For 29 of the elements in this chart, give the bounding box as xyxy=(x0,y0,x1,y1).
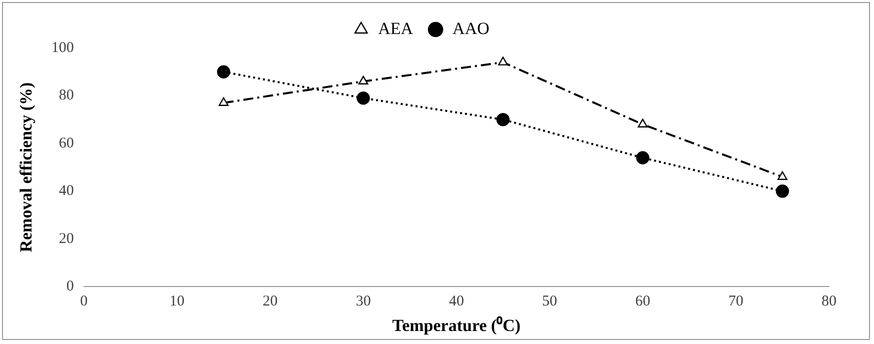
point xyxy=(776,184,790,198)
point xyxy=(217,65,230,78)
x-tick-label: 70 xyxy=(728,294,744,310)
point xyxy=(356,92,370,105)
y-tick-label: 80 xyxy=(58,88,74,104)
y-tick-label: 20 xyxy=(58,230,74,247)
legend-label: AEA xyxy=(378,18,414,38)
x-tick-label: 10 xyxy=(170,294,185,310)
point xyxy=(498,56,508,66)
point xyxy=(636,151,650,164)
x-tick-label: 30 xyxy=(356,294,371,310)
y-tick-label: 0 xyxy=(66,278,74,295)
legend-label: AAO xyxy=(452,18,490,38)
y-axis-title: Removal efficiency (%) xyxy=(16,82,36,252)
x-tick-label: 80 xyxy=(822,294,836,310)
point xyxy=(638,118,648,128)
point xyxy=(358,76,368,85)
x-tick-label: 0 xyxy=(80,294,88,310)
point xyxy=(496,112,510,126)
point xyxy=(218,97,229,106)
y-tick-label: 60 xyxy=(58,135,74,152)
y-tick-label: 100 xyxy=(51,40,74,56)
x-tick-label: 60 xyxy=(635,294,650,310)
x-tick-label: 20 xyxy=(262,294,278,310)
x-tick-label: 40 xyxy=(448,294,464,310)
x-tick-label: 50 xyxy=(542,294,558,310)
y-tick-label: 40 xyxy=(58,183,74,200)
point xyxy=(778,171,788,180)
x-axis-title: Temperature (⁰C) xyxy=(392,316,521,336)
